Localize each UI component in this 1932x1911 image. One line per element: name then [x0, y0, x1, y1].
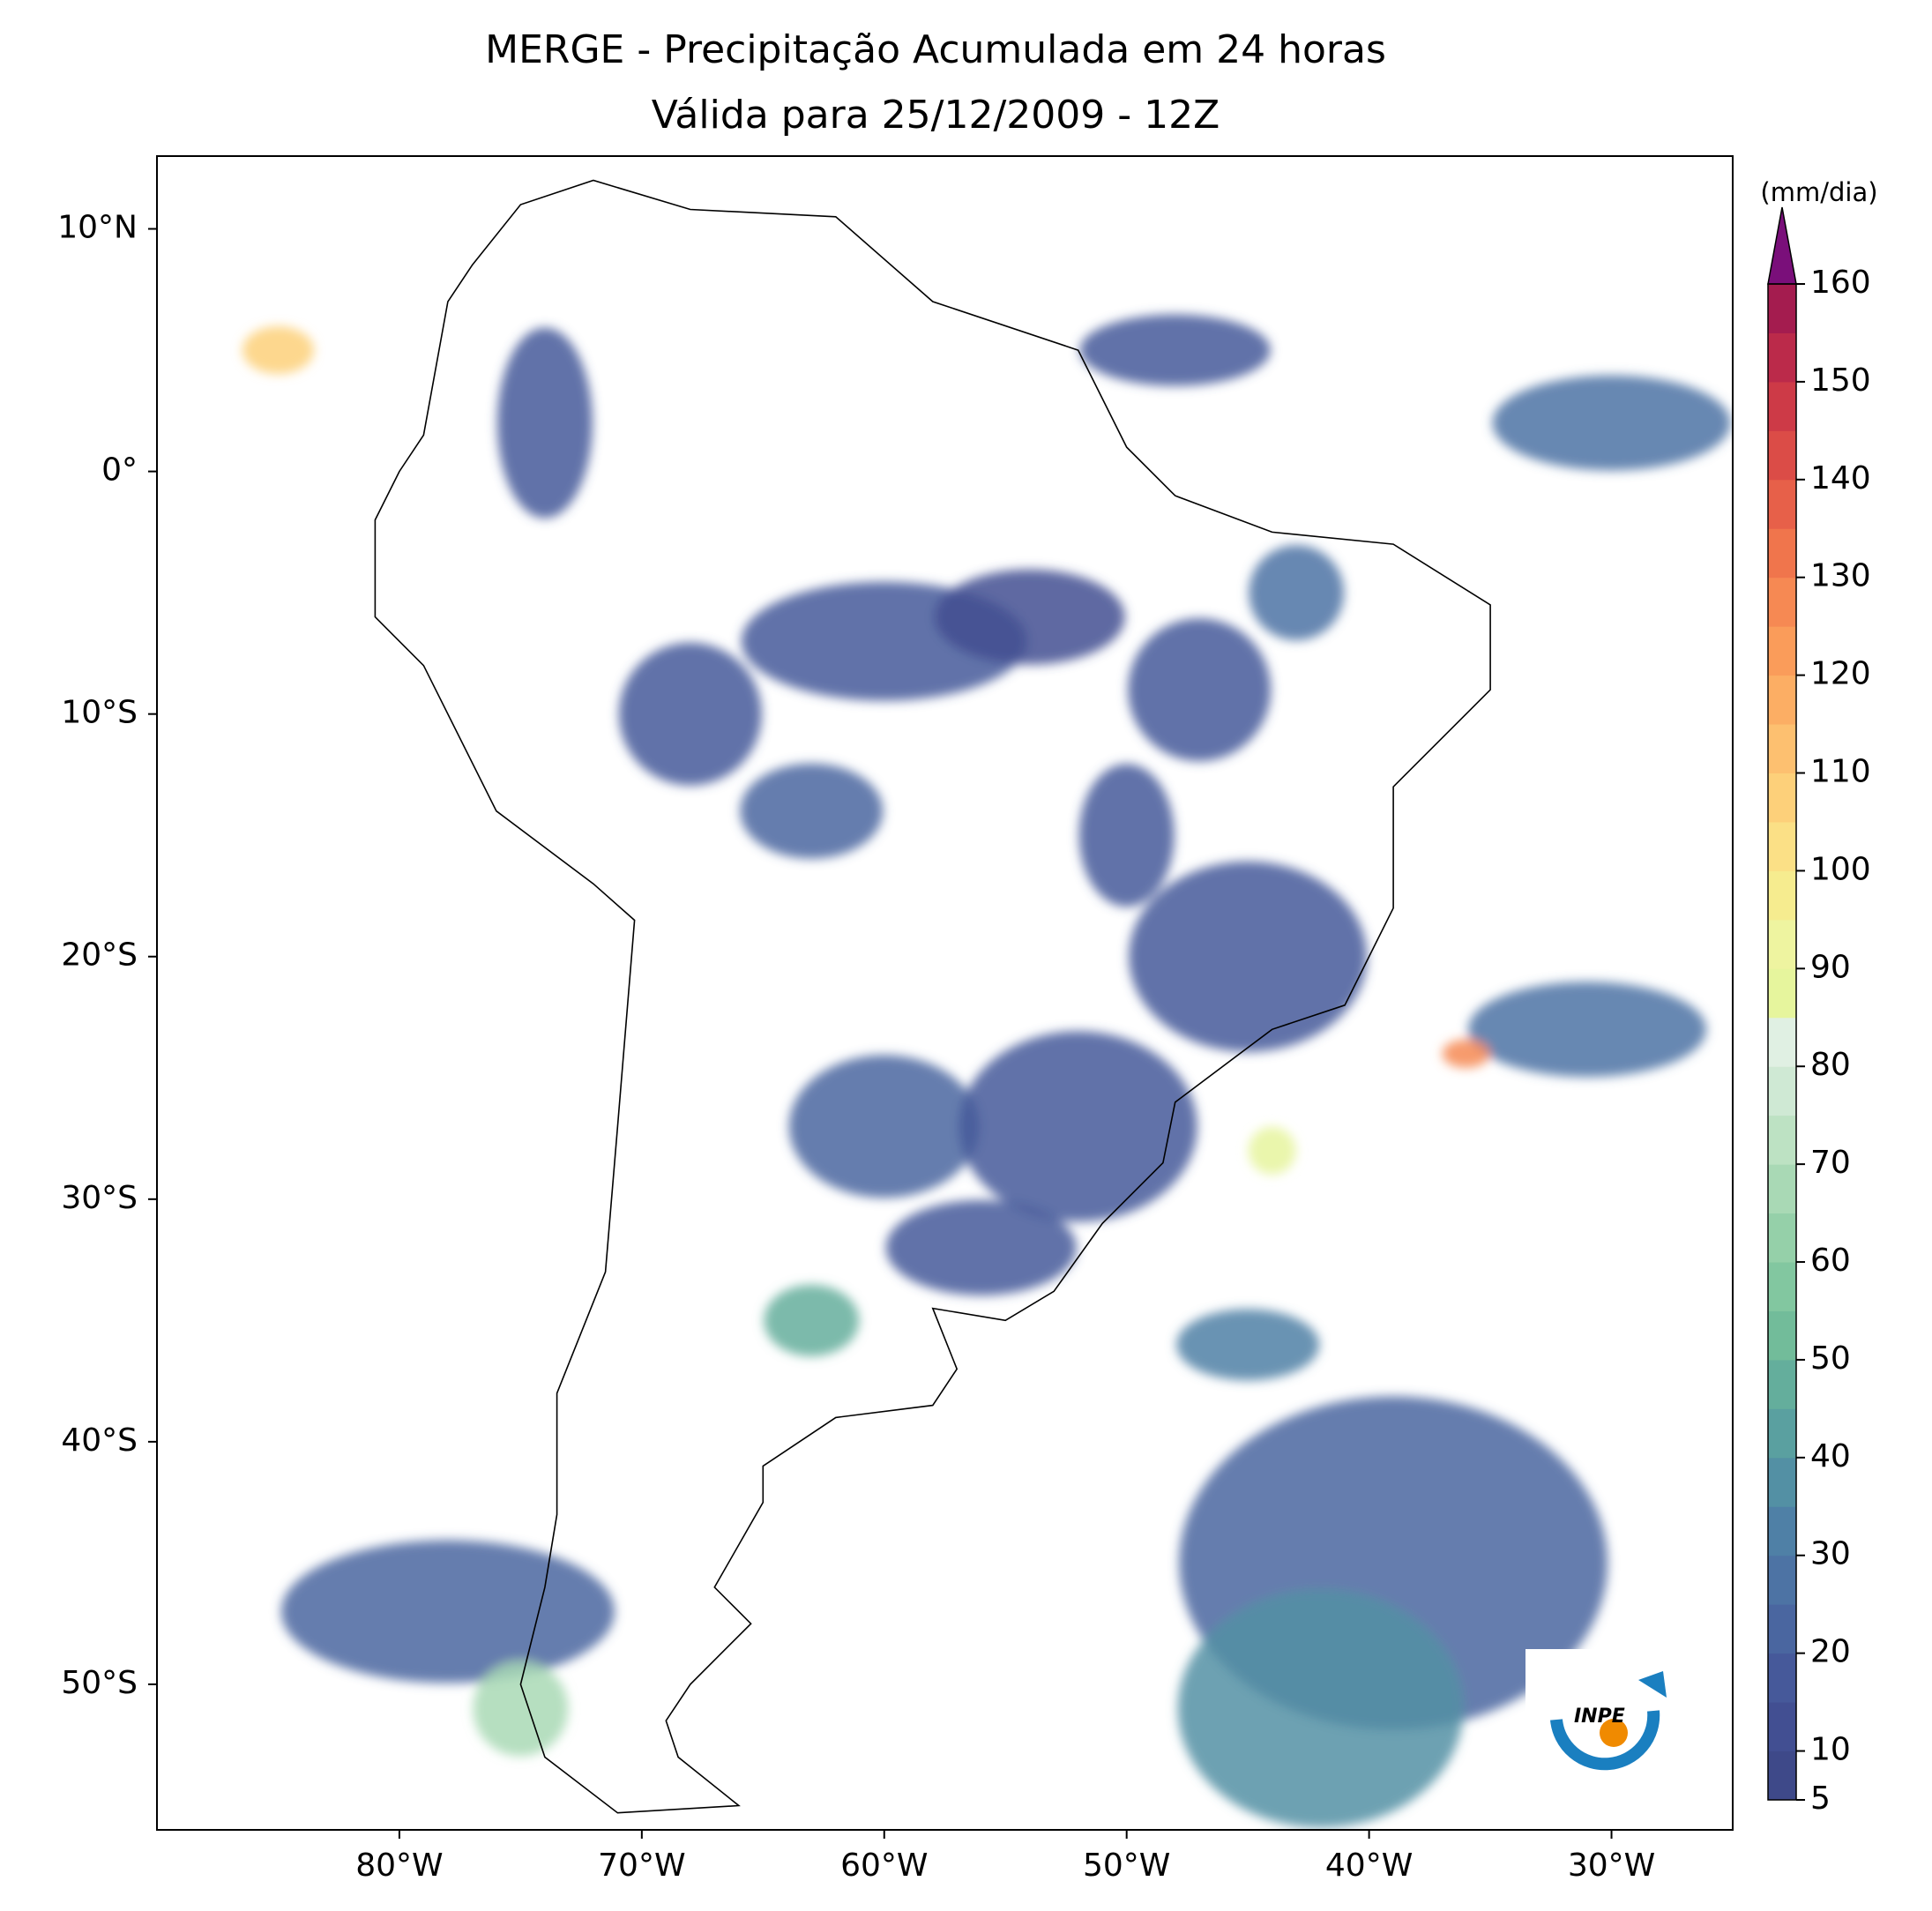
colorbar-level: [1768, 821, 1796, 871]
coastline: [374, 179, 1491, 1814]
rain-area: [959, 1031, 1197, 1222]
colorbar-level: [1768, 1408, 1796, 1459]
x-tick-label: 60°W: [840, 1848, 928, 1884]
x-tick-label: 70°W: [598, 1848, 685, 1884]
coastline: [374, 179, 1491, 1814]
inpe-logo: INPE: [1525, 1649, 1714, 1804]
rain-area: [1468, 982, 1707, 1078]
colorbar-tick-label: 40: [1810, 1438, 1851, 1474]
x-tick-label: 50°W: [1083, 1848, 1170, 1884]
y-tick-label: 0°: [101, 452, 138, 489]
colorbar-level: [1768, 1310, 1796, 1361]
rain-area: [1442, 1039, 1490, 1068]
colorbar-tick-label: 80: [1810, 1047, 1851, 1083]
colorbar-tick-label: 160: [1810, 265, 1871, 301]
colorbar-level: [1768, 479, 1796, 529]
y-tick-label: 10°S: [61, 695, 138, 731]
colorbar-level: [1768, 381, 1796, 431]
colorbar-level: [1768, 1066, 1796, 1116]
colorbar-tick-label: 90: [1810, 949, 1851, 985]
rain-area: [1249, 545, 1345, 641]
rain-area: [764, 1284, 860, 1356]
colorbar-level: [1768, 1213, 1796, 1263]
colorbar-level: [1768, 1457, 1796, 1507]
colorbar-level: [1768, 1017, 1796, 1067]
colorbar-level: [1768, 870, 1796, 921]
colorbar-extend: [1767, 206, 1797, 285]
rain-area: [496, 327, 593, 519]
colorbar-level: [1768, 1115, 1796, 1165]
colorbar-tick-label: 110: [1810, 754, 1871, 790]
rain-area: [788, 1055, 980, 1198]
rain-area: [280, 1540, 615, 1683]
colorbar-level: [1768, 773, 1796, 823]
y-tick-label: 40°S: [61, 1422, 138, 1459]
title: MERGE - Precipitação Acumulada em 24 hor…: [485, 27, 1386, 72]
rain-area: [934, 569, 1125, 665]
rain-area: [1079, 314, 1271, 386]
map-frame: [156, 155, 1734, 1831]
subtitle: Válida para 25/12/2009 - 12Z: [652, 93, 1220, 138]
rain-area: [1176, 1309, 1320, 1381]
colorbar-tick-label: 140: [1810, 460, 1871, 496]
colorbar-level: [1768, 430, 1796, 481]
colorbar-tick-label: 60: [1810, 1243, 1851, 1279]
colorbar-level: [1768, 332, 1796, 383]
colorbar-tick-label: 30: [1810, 1536, 1851, 1572]
colorbar-tick-label: 130: [1810, 558, 1871, 594]
x-tick-label: 30°W: [1568, 1848, 1655, 1884]
rain-area: [1248, 1126, 1296, 1175]
colorbar-level: [1768, 1702, 1796, 1752]
y-tick-label: 20°S: [61, 937, 138, 974]
x-tick-label: 40°W: [1325, 1848, 1413, 1884]
colorbar-level: [1768, 528, 1796, 579]
colorbar-level: [1768, 724, 1796, 774]
colorbar-tick-label: 150: [1810, 362, 1871, 399]
rain-area: [1177, 1589, 1464, 1828]
colorbar-level: [1768, 577, 1796, 627]
colorbar-tick-label: 50: [1810, 1340, 1851, 1377]
colorbar-level: [1768, 1653, 1796, 1703]
colorbar-level: [1768, 1164, 1796, 1214]
colorbar-tick-label: 120: [1810, 656, 1871, 692]
rain-area: [1078, 764, 1175, 907]
colorbar-level: [1768, 284, 1796, 333]
rain-area: [1128, 618, 1272, 762]
rain-area: [885, 1199, 1077, 1295]
colorbar-level: [1768, 1262, 1796, 1311]
y-tick-label: 30°S: [61, 1180, 138, 1216]
rain-area: [473, 1661, 569, 1757]
colorbar-level: [1768, 919, 1796, 969]
logo-text: INPE: [1574, 1706, 1625, 1728]
colorbar-level: [1768, 1506, 1796, 1556]
colorbar-level: [1768, 675, 1796, 725]
rain-area: [1492, 375, 1731, 471]
rain-area: [618, 642, 762, 786]
colorbar-level: [1768, 1604, 1796, 1654]
rain-area: [242, 326, 314, 375]
rain-area: [1129, 861, 1368, 1052]
colorbar-tick-label: 10: [1810, 1732, 1851, 1768]
colorbar-label: (mm/dia): [1760, 177, 1877, 207]
colorbar-tick-label: 5: [1810, 1780, 1831, 1817]
y-tick-label: 10°N: [57, 210, 138, 246]
x-tick-label: 80°W: [355, 1848, 443, 1884]
colorbar-frame: [1767, 283, 1797, 1801]
colorbar-level: [1768, 968, 1796, 1019]
colorbar-tick-label: 20: [1810, 1634, 1851, 1670]
colorbar-level: [1768, 1555, 1796, 1605]
precipitation-field: [242, 314, 1731, 1828]
y-tick-label: 50°S: [61, 1665, 138, 1701]
colorbar-level: [1768, 1751, 1796, 1801]
rain-area: [740, 763, 884, 859]
colorbar-tick-label: 70: [1810, 1145, 1851, 1181]
colorbar-level: [1768, 626, 1796, 676]
colorbar-level: [1768, 1359, 1796, 1409]
colorbar-tick-label: 100: [1810, 851, 1871, 887]
